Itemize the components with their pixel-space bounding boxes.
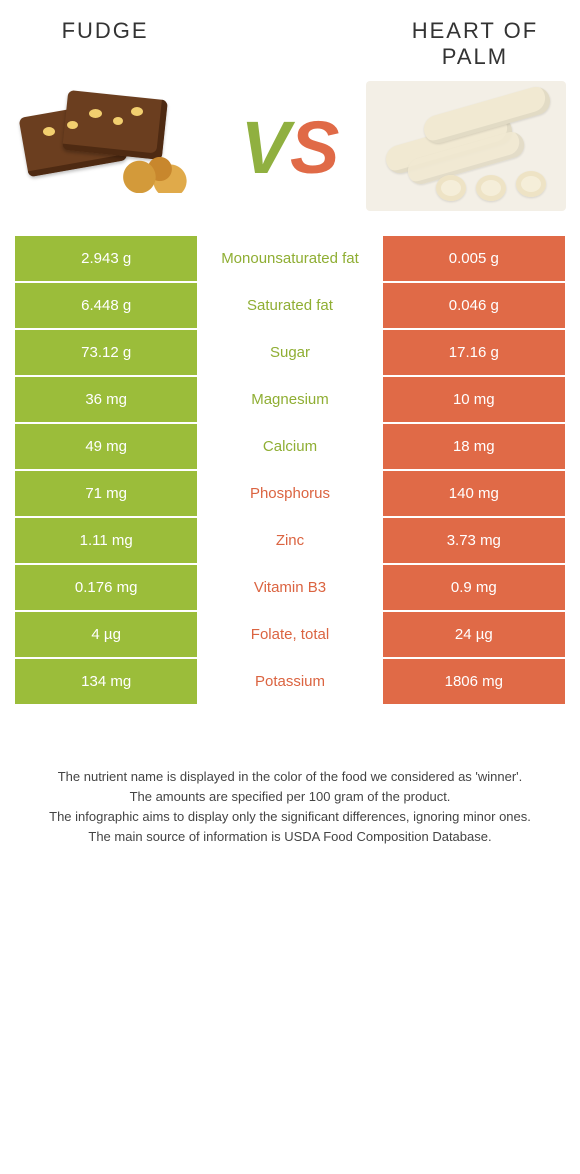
footnote-line: The amounts are specified per 100 gram o… (26, 787, 554, 807)
left-value: 73.12 g (14, 329, 198, 376)
table-row: 2.943 gMonounsaturated fat0.005 g (14, 235, 566, 282)
right-value: 0.046 g (382, 282, 566, 329)
nutrient-label: Folate, total (198, 611, 381, 658)
footnote-line: The infographic aims to display only the… (26, 807, 554, 827)
nutrient-label: Zinc (198, 517, 381, 564)
vs-v-letter: V (241, 105, 290, 190)
right-value: 10 mg (382, 376, 566, 423)
images-row: VS (14, 81, 566, 211)
nutrient-label: Monounsaturated fat (198, 235, 381, 282)
right-value: 17.16 g (382, 329, 566, 376)
left-value: 6.448 g (14, 282, 198, 329)
vs-label: VS (214, 103, 366, 188)
nutrient-label: Saturated fat (198, 282, 381, 329)
footnote-line: The nutrient name is displayed in the co… (26, 767, 554, 787)
nutrient-label: Calcium (198, 423, 381, 470)
table-row: 49 mgCalcium18 mg (14, 423, 566, 470)
left-value: 134 mg (14, 658, 198, 705)
right-food-title: Heart ofPalm (384, 18, 566, 71)
right-value: 18 mg (382, 423, 566, 470)
right-value: 140 mg (382, 470, 566, 517)
table-row: 4 µgFolate, total24 µg (14, 611, 566, 658)
table-row: 36 mgMagnesium10 mg (14, 376, 566, 423)
footnotes: The nutrient name is displayed in the co… (14, 767, 566, 848)
nutrient-label: Magnesium (198, 376, 381, 423)
left-value: 0.176 mg (14, 564, 198, 611)
nutrient-label: Potassium (198, 658, 381, 705)
left-value: 1.11 mg (14, 517, 198, 564)
table-row: 73.12 gSugar17.16 g (14, 329, 566, 376)
left-value: 2.943 g (14, 235, 198, 282)
table-row: 71 mgPhosphorus140 mg (14, 470, 566, 517)
right-value: 24 µg (382, 611, 566, 658)
nutrient-label: Sugar (198, 329, 381, 376)
left-value: 36 mg (14, 376, 198, 423)
nutrient-label: Phosphorus (198, 470, 381, 517)
table-row: 134 mgPotassium1806 mg (14, 658, 566, 705)
nutrient-label: Vitamin B3 (198, 564, 381, 611)
right-value: 3.73 mg (382, 517, 566, 564)
right-value: 0.9 mg (382, 564, 566, 611)
comparison-table: 2.943 gMonounsaturated fat0.005 g6.448 g… (14, 235, 566, 705)
left-food-title: Fudge (14, 18, 196, 44)
right-value: 0.005 g (382, 235, 566, 282)
titles-row: Fudge Heart ofPalm (14, 18, 566, 71)
table-row: 6.448 gSaturated fat0.046 g (14, 282, 566, 329)
heart-of-palm-image (366, 81, 566, 211)
left-value: 71 mg (14, 470, 198, 517)
left-value: 49 mg (14, 423, 198, 470)
fudge-image (14, 81, 214, 211)
right-value: 1806 mg (382, 658, 566, 705)
table-row: 1.11 mgZinc3.73 mg (14, 517, 566, 564)
vs-s-letter: S (290, 105, 339, 190)
left-value: 4 µg (14, 611, 198, 658)
footnote-line: The main source of information is USDA F… (26, 827, 554, 847)
table-row: 0.176 mgVitamin B30.9 mg (14, 564, 566, 611)
